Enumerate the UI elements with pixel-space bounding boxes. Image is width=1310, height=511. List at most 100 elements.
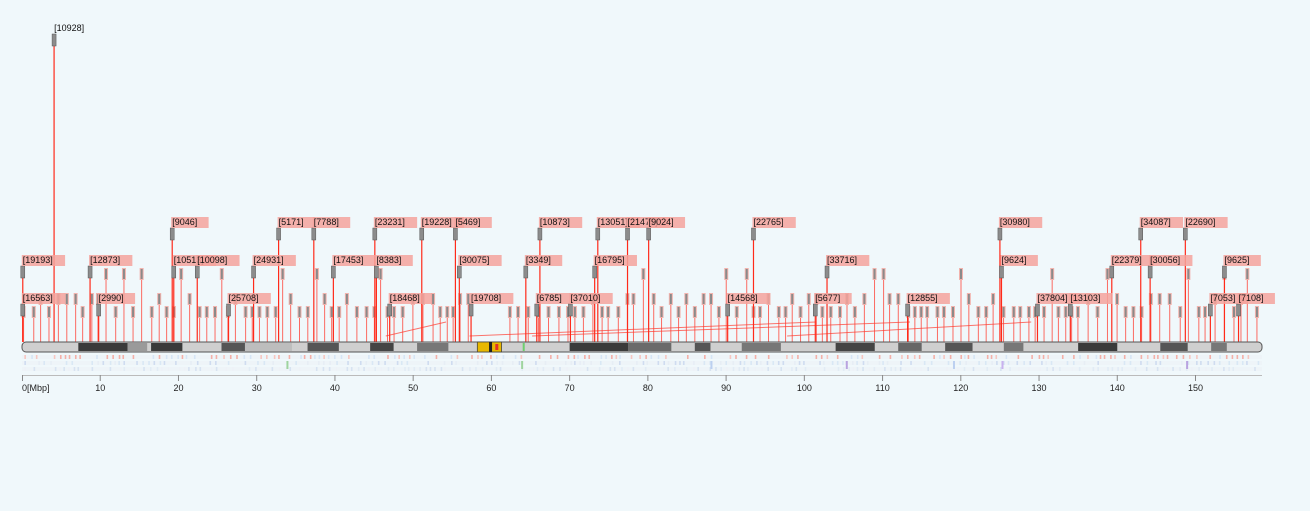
density-mark — [518, 361, 521, 365]
feature-box-mark — [32, 307, 35, 317]
density-mark — [263, 361, 266, 365]
density-mark — [619, 355, 621, 359]
feature-box-mark — [338, 307, 341, 317]
density-mark — [657, 361, 660, 365]
density-mark — [729, 355, 732, 359]
feature-label: [7788] — [314, 217, 339, 227]
density-mark — [574, 361, 576, 365]
density-mark — [309, 355, 312, 359]
density-mark — [693, 367, 695, 371]
feature-labels-layer: [10928][9046] [5171] [7788] [23231] [19228][… — [20, 23, 1275, 342]
density-highlight — [710, 361, 713, 369]
density-mark — [693, 361, 695, 365]
x-tick-label: 40 — [330, 383, 340, 393]
density-mark — [1117, 367, 1119, 371]
feature-label: [2990] — [99, 293, 124, 303]
feature-label-bg — [1149, 255, 1193, 266]
density-mark — [165, 355, 168, 359]
density-mark — [703, 361, 706, 365]
density-mark — [1016, 361, 1019, 365]
density-mark — [272, 361, 275, 365]
feature-label-bg — [1139, 217, 1184, 228]
density-mark — [747, 367, 749, 371]
feature-box-mark — [214, 307, 217, 317]
density-mark — [986, 367, 989, 371]
feature-box-mark — [289, 294, 292, 304]
feature-label: [12855] — [908, 293, 938, 303]
feature-label-bg — [172, 255, 217, 266]
density-mark — [368, 367, 370, 371]
density-mark — [815, 355, 818, 359]
density-mark — [878, 361, 881, 365]
density-mark — [450, 355, 453, 359]
density-mark — [901, 355, 903, 359]
density-mark — [735, 355, 737, 359]
feature-label-bg — [524, 255, 563, 266]
density-mark — [1159, 361, 1162, 365]
feature-box-mark — [393, 307, 396, 317]
feature-box — [387, 303, 392, 317]
density-mark — [215, 361, 217, 365]
feature-label-bg — [538, 217, 583, 228]
feature-box — [997, 227, 1003, 241]
feature-box-mark — [669, 294, 672, 304]
density-mark — [65, 361, 68, 365]
density-mark — [836, 355, 839, 359]
density-mark — [199, 367, 202, 371]
feature-box-mark — [829, 307, 832, 317]
x-tick-label: 90 — [721, 383, 731, 393]
density-mark — [900, 361, 902, 365]
feature-label-bg — [906, 293, 950, 304]
feature-box-mark — [920, 307, 923, 317]
density-mark — [1023, 361, 1025, 365]
density-track — [22, 355, 1262, 359]
feature-label: [16563] — [23, 293, 53, 303]
cytoband — [945, 343, 973, 351]
feature-box-mark — [951, 307, 954, 317]
cytoband — [1211, 343, 1227, 351]
feature-box-mark — [607, 307, 610, 317]
density-mark — [963, 367, 966, 371]
density-mark — [490, 355, 492, 359]
density-mark — [1087, 355, 1089, 359]
density-mark — [387, 367, 390, 371]
x-tick-label: 100 — [797, 383, 812, 393]
density-mark — [918, 355, 921, 359]
density-mark — [38, 361, 40, 365]
density-mark — [123, 361, 126, 365]
density-mark — [1071, 367, 1074, 371]
density-mark — [456, 355, 459, 359]
density-mark — [102, 361, 105, 365]
density-mark — [630, 355, 633, 359]
feature-label: [34087] — [1141, 217, 1171, 227]
density-mark — [429, 367, 432, 371]
density-mark — [327, 355, 330, 359]
density-mark — [288, 355, 291, 359]
density-mark — [639, 355, 641, 359]
density-mark — [63, 367, 65, 371]
density-mark — [930, 361, 933, 365]
feature-box — [87, 265, 93, 279]
feature-box-mark — [508, 307, 511, 317]
density-mark — [645, 355, 647, 359]
density-mark — [278, 367, 281, 371]
density-mark — [1228, 367, 1230, 371]
feature-box — [1138, 227, 1143, 241]
density-highlight — [845, 361, 848, 369]
density-mark — [535, 361, 537, 365]
density-mark — [848, 367, 850, 371]
density-mark — [662, 367, 665, 371]
feature-box-mark — [863, 294, 866, 304]
density-mark — [842, 361, 844, 365]
feature-label-bg — [1000, 255, 1038, 266]
density-mark — [1198, 367, 1200, 371]
density-mark — [831, 361, 834, 365]
feature-box-mark — [1232, 307, 1235, 317]
feature-box — [751, 227, 756, 241]
feature-box-mark — [710, 294, 713, 304]
density-mark — [923, 361, 926, 365]
density-mark — [1241, 361, 1244, 365]
density-mark — [1191, 367, 1193, 371]
density-mark — [394, 355, 396, 359]
density-mark — [978, 361, 980, 365]
